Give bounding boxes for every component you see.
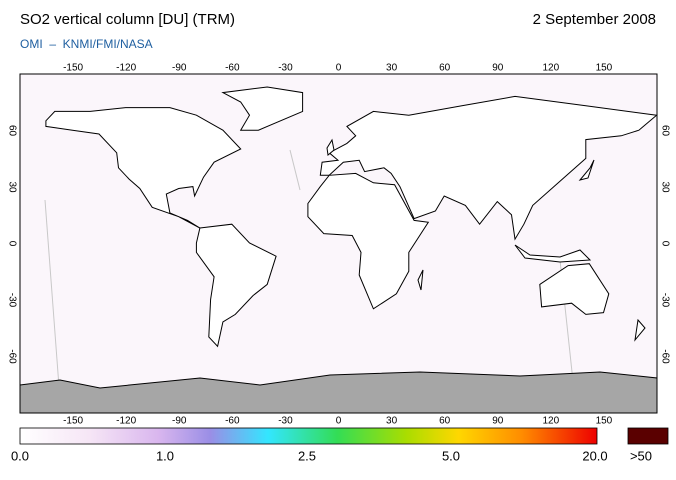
lon-tick-label-bottom: -90 bbox=[172, 416, 187, 427]
africa bbox=[307, 172, 430, 310]
lon-tick-label-top: 30 bbox=[386, 63, 398, 74]
lon-tick-label-bottom: 60 bbox=[439, 416, 451, 427]
lat-tick-label-right: -60 bbox=[659, 349, 670, 364]
lat-tick-label-left: -30 bbox=[6, 293, 17, 308]
colorbar-label: 2.5 bbox=[298, 448, 316, 463]
lon-tick-label-bottom: 0 bbox=[336, 416, 342, 427]
lon-tick-label-bottom: 90 bbox=[492, 416, 504, 427]
lon-tick-label-bottom: 120 bbox=[542, 416, 559, 427]
colorbar bbox=[19, 427, 598, 445]
lon-tick-label-bottom: 30 bbox=[386, 416, 398, 427]
date: 2 September 2008 bbox=[533, 11, 656, 28]
colorbar-overflow bbox=[627, 427, 669, 445]
title: SO2 vertical column [DU] (TRM) bbox=[20, 11, 235, 28]
colorbar-label: 0.0 bbox=[11, 448, 29, 463]
map-area bbox=[19, 73, 658, 414]
greenland bbox=[221, 86, 304, 131]
eurasia bbox=[319, 95, 658, 241]
lon-tick-label-top: 0 bbox=[336, 63, 342, 74]
lon-tick-label-top: -150 bbox=[63, 63, 83, 74]
lon-tick-label-top: -90 bbox=[172, 63, 187, 74]
lat-tick-label-left: 60 bbox=[6, 125, 17, 137]
lat-tick-label-right: 30 bbox=[659, 181, 670, 193]
lon-tick-label-bottom: 150 bbox=[596, 416, 613, 427]
lon-tick-label-top: 120 bbox=[542, 63, 559, 74]
south-america bbox=[195, 223, 277, 348]
lat-tick-label-right: -30 bbox=[659, 293, 670, 308]
map-frame bbox=[19, 73, 658, 414]
lon-tick-label-top: -120 bbox=[116, 63, 136, 74]
north-america bbox=[45, 107, 242, 229]
lon-tick-label-bottom: -30 bbox=[278, 416, 293, 427]
lon-tick-label-top: -30 bbox=[278, 63, 293, 74]
lon-tick-label-top: 150 bbox=[596, 63, 613, 74]
madagascar bbox=[417, 269, 424, 291]
lat-tick-label-left: -60 bbox=[6, 349, 17, 364]
lon-tick-label-bottom: -120 bbox=[116, 416, 136, 427]
lon-tick-label-top: 60 bbox=[439, 63, 451, 74]
colorbar-label: 5.0 bbox=[442, 448, 460, 463]
colorbar-overflow-label: >50 bbox=[630, 448, 652, 463]
lat-tick-label-right: 0 bbox=[659, 241, 670, 247]
lon-tick-label-bottom: -60 bbox=[225, 416, 240, 427]
lon-tick-label-top: -60 bbox=[225, 63, 240, 74]
japan bbox=[578, 159, 595, 181]
australia bbox=[539, 263, 610, 315]
source: OMI – KNMI/FMI/NASA bbox=[20, 37, 153, 51]
colorbar-label: 20.0 bbox=[582, 448, 607, 463]
indonesia bbox=[514, 244, 592, 263]
lon-tick-label-top: 90 bbox=[492, 63, 504, 74]
lat-tick-label-right: 60 bbox=[659, 125, 670, 137]
uk bbox=[326, 138, 335, 156]
colorbar-label: 1.0 bbox=[156, 448, 174, 463]
lon-tick-label-bottom: -150 bbox=[63, 416, 83, 427]
lat-tick-label-left: 0 bbox=[6, 241, 17, 247]
new-zealand bbox=[634, 318, 646, 342]
lat-tick-label-left: 30 bbox=[6, 181, 17, 193]
